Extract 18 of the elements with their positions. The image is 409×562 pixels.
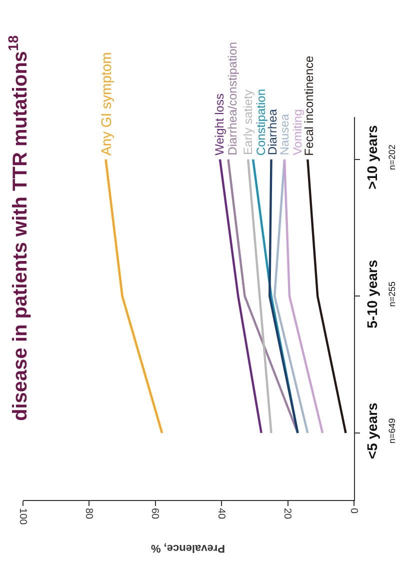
text: Any GI symptom [98,52,114,156]
x-tick-label: 0 [348,508,359,514]
x-tick-label: 80 [82,508,94,520]
x-tick-label: 60 [149,508,160,520]
y-tick-label: 5-10 years n=255 [364,260,397,328]
text: Early satiety [241,90,256,155]
y-tick-label: >10 years n=202 [364,124,397,190]
x-tick-label: 100 [16,508,28,526]
x-tick-label: 40 [215,508,226,520]
text: Diarrhea/constipation [226,42,240,156]
x-axis-title: Prevalence, % [150,542,225,554]
text: Constipation [254,88,268,156]
text: Weight loss [212,94,227,156]
text: Nausea [277,114,292,156]
x-tick-label: 20 [282,508,293,520]
text: Diarrhea [265,108,280,156]
text: Vomiting [290,109,304,156]
y-tick-label: <5 years n=649 [364,402,397,460]
